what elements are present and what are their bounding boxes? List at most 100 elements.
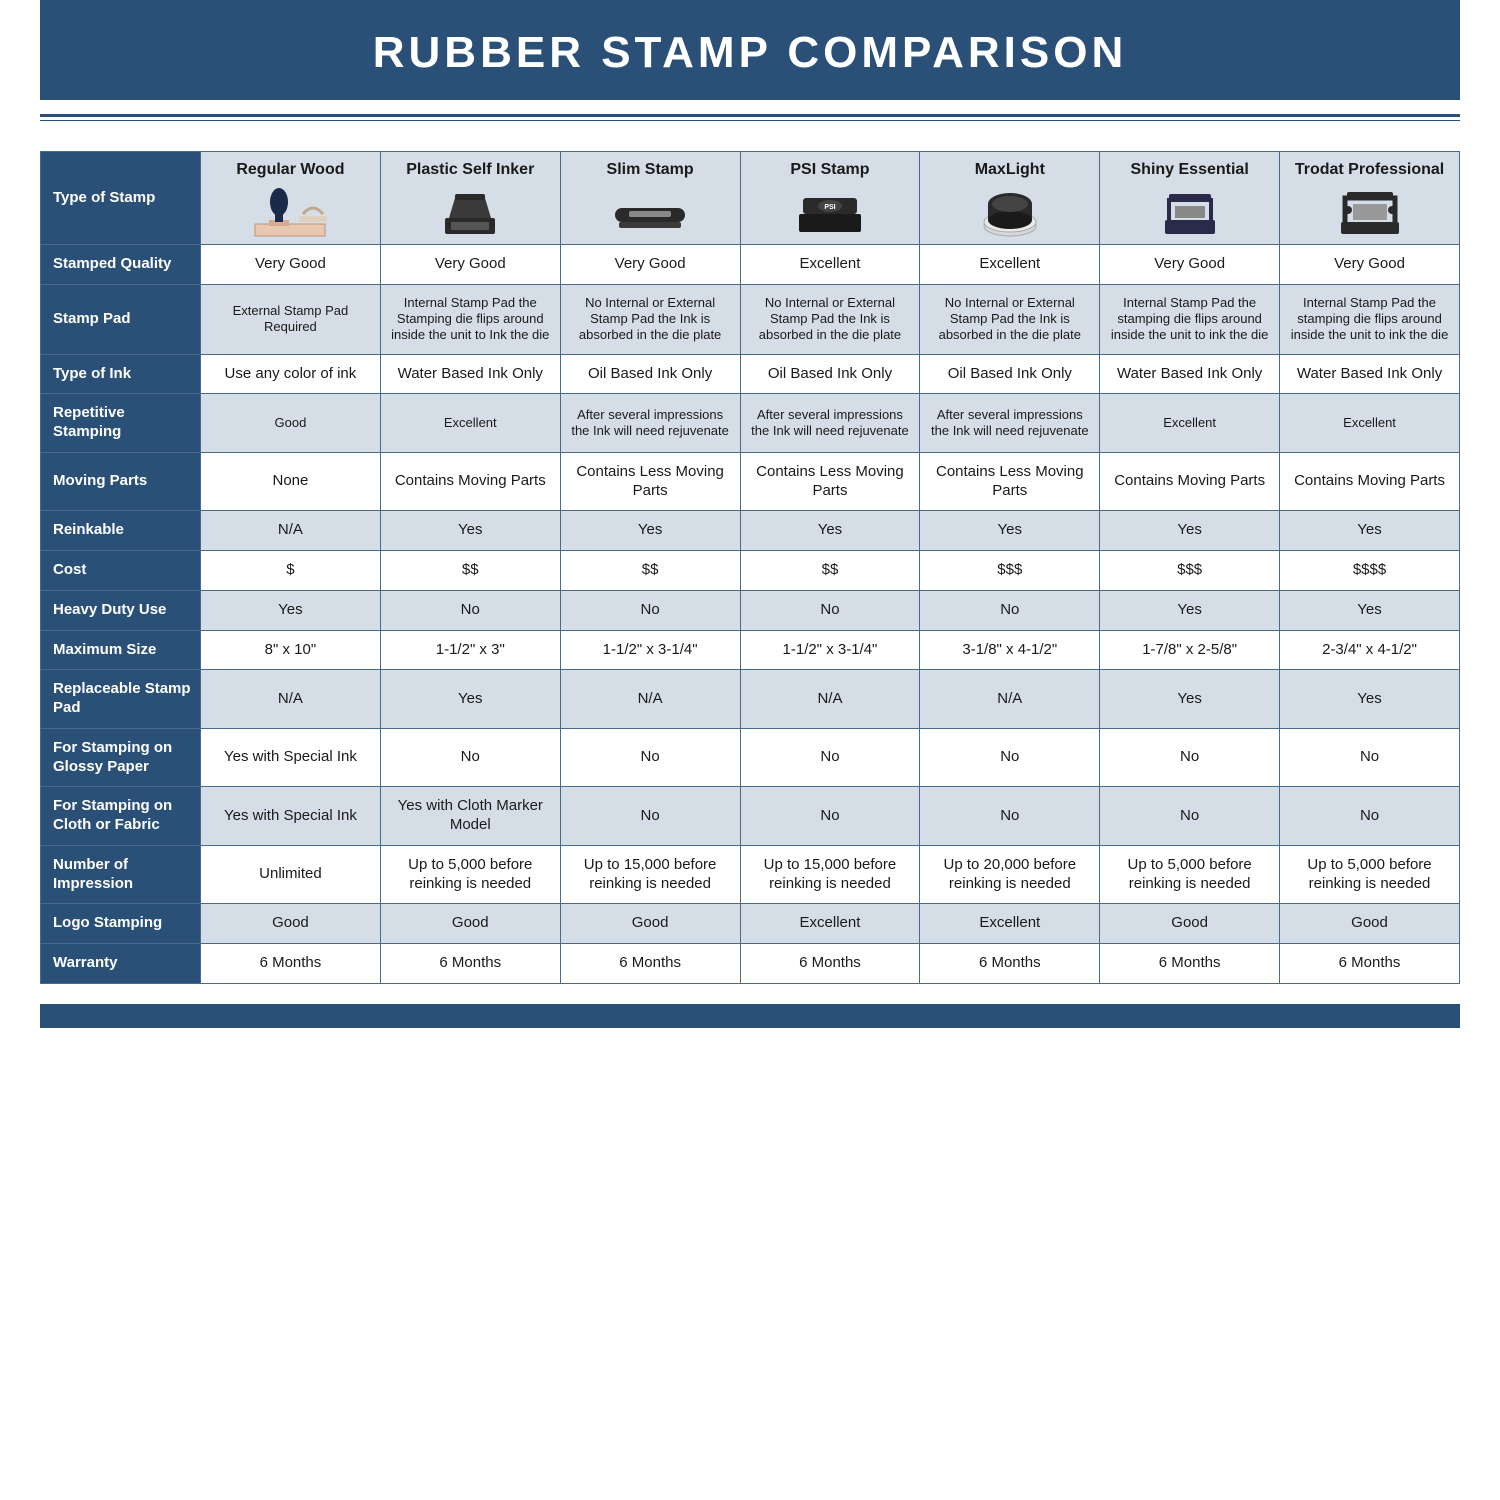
table-row: Maximum Size8" x 10"1-1/2" x 3"1-1/2" x … [41,630,1460,670]
cell: $$ [560,551,740,591]
row-header: Maximum Size [41,630,201,670]
cell: Up to 15,000 before reinking is needed [560,845,740,904]
cell: Good [201,394,381,453]
stamp-icon-slim [595,184,705,240]
table-row: Cost$$$$$$$$$$$$$$$$$ [41,551,1460,591]
cell: No [920,728,1100,787]
cell: $$$ [920,551,1100,591]
row-header: Warranty [41,944,201,984]
cell: $ [201,551,381,591]
cell: No [560,590,740,630]
cell: No [560,728,740,787]
row-header: Logo Stamping [41,904,201,944]
cell: 3-1/8" x 4-1/2" [920,630,1100,670]
cell: N/A [740,670,920,729]
table-row: Number of ImpressionUnlimitedUp to 5,000… [41,845,1460,904]
cell: 6 Months [201,944,381,984]
cell: 1-7/8" x 2-5/8" [1100,630,1280,670]
cell: No [920,590,1100,630]
cell: Yes [1280,590,1460,630]
cell: 6 Months [560,944,740,984]
row-header: Reinkable [41,511,201,551]
cell: Yes [1100,511,1280,551]
cell: No [380,590,560,630]
col-regular-wood: Regular Wood [201,152,381,245]
cell: Excellent [920,904,1100,944]
stamp-icon-selfinker [415,184,525,240]
table-row: For Stamping on Glossy PaperYes with Spe… [41,728,1460,787]
table-row: Moving PartsNoneContains Moving PartsCon… [41,452,1460,511]
stamp-icon-maxlight [955,184,1065,240]
cell: Yes with Special Ink [201,787,381,846]
cell: After several impressions the Ink will n… [920,394,1100,453]
table-row: For Stamping on Cloth or FabricYes with … [41,787,1460,846]
cell: Excellent [1280,394,1460,453]
cell: 6 Months [1100,944,1280,984]
cell: $$ [740,551,920,591]
col-label: Slim Stamp [607,160,694,180]
col-label: Shiny Essential [1131,160,1249,180]
stamp-icon-shiny [1135,184,1245,240]
cell: 8" x 10" [201,630,381,670]
cell: Yes with Cloth Marker Model [380,787,560,846]
cell: Very Good [201,245,381,285]
cell: Up to 5,000 before reinking is needed [380,845,560,904]
cell: Very Good [1280,245,1460,285]
stamp-icon-psi: PSI [775,184,885,240]
cell: Water Based Ink Only [1280,354,1460,394]
cell: Yes [740,511,920,551]
row-header: Stamped Quality [41,245,201,285]
cell: No [1280,787,1460,846]
table-row: Stamped QualityVery GoodVery GoodVery Go… [41,245,1460,285]
col-label: MaxLight [975,160,1045,180]
corner-header: Type of Stamp [41,152,201,245]
cell: Good [1280,904,1460,944]
cell: 6 Months [920,944,1100,984]
col-shiny-essential: Shiny Essential [1100,152,1280,245]
cell: No [920,787,1100,846]
table-body: Stamped QualityVery GoodVery GoodVery Go… [41,245,1460,984]
table-row: Warranty6 Months6 Months6 Months6 Months… [41,944,1460,984]
stamp-icon-trodat [1315,184,1425,240]
cell: 1-1/2" x 3-1/4" [560,630,740,670]
col-psi-stamp: PSI Stamp PSI [740,152,920,245]
cell: No [1280,728,1460,787]
cell: Yes with Special Ink [201,728,381,787]
cell: N/A [560,670,740,729]
col-trodat-professional: Trodat Professional [1280,152,1460,245]
cell: 6 Months [380,944,560,984]
bottom-bar [40,1004,1460,1028]
row-header: Cost [41,551,201,591]
table-row: Logo StampingGoodGoodGoodExcellentExcell… [41,904,1460,944]
cell: Up to 5,000 before reinking is needed [1280,845,1460,904]
cell: Good [201,904,381,944]
stamp-icon-wood [235,184,345,240]
cell: 1-1/2" x 3-1/4" [740,630,920,670]
col-label: Plastic Self Inker [406,160,534,180]
cell: Internal Stamp Pad the Stamping die flip… [380,284,560,354]
cell: $$$ [1100,551,1280,591]
cell: Yes [920,511,1100,551]
table-row: ReinkableN/AYesYesYesYesYesYes [41,511,1460,551]
cell: No [740,590,920,630]
cell: No Internal or External Stamp Pad the In… [740,284,920,354]
cell: $$$$ [1280,551,1460,591]
cell: N/A [201,670,381,729]
cell: Contains Less Moving Parts [920,452,1100,511]
table-row: Heavy Duty UseYesNoNoNoNoYesYes [41,590,1460,630]
cell: Very Good [380,245,560,285]
cell: 1-1/2" x 3" [380,630,560,670]
cell: Up to 20,000 before reinking is needed [920,845,1100,904]
cell: Yes [1100,590,1280,630]
cell: No [560,787,740,846]
table-row: Type of InkUse any color of inkWater Bas… [41,354,1460,394]
cell: No Internal or External Stamp Pad the In… [560,284,740,354]
comparison-table-wrap: Type of Stamp Regular Wood [40,151,1460,984]
cell: Yes [380,511,560,551]
row-header: Type of Ink [41,354,201,394]
cell: 2-3/4" x 4-1/2" [1280,630,1460,670]
cell: Up to 15,000 before reinking is needed [740,845,920,904]
cell: Contains Moving Parts [1280,452,1460,511]
cell: None [201,452,381,511]
row-header: Heavy Duty Use [41,590,201,630]
